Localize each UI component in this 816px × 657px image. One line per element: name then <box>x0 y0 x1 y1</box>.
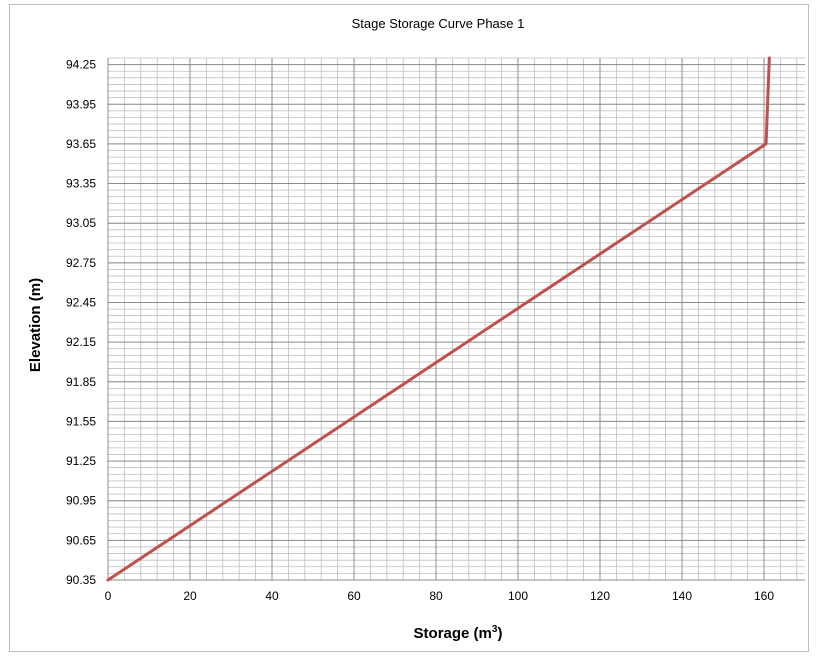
x-tick-label: 120 <box>590 589 610 603</box>
x-tick-label: 0 <box>105 589 112 603</box>
y-tick-label: 93.65 <box>66 137 96 151</box>
y-tick-label: 92.15 <box>66 335 96 349</box>
minor-gridlines <box>107 57 805 581</box>
axes <box>107 58 805 581</box>
x-tick-label: 80 <box>429 589 443 603</box>
x-axis-label-suffix: ) <box>497 625 502 642</box>
y-tick-label: 90.35 <box>66 573 96 587</box>
y-tick-label: 90.65 <box>66 533 96 547</box>
major-gridlines <box>107 58 805 581</box>
x-tick-label: 60 <box>347 589 361 603</box>
y-tick-label: 91.55 <box>66 414 96 428</box>
y-tick-label: 92.75 <box>66 256 96 270</box>
chart-frame <box>9 4 809 652</box>
x-tick-label: 20 <box>183 589 197 603</box>
x-axis-label-superscript: 3 <box>492 624 498 635</box>
y-tick-label: 94.25 <box>66 58 96 72</box>
x-tick-label: 140 <box>672 589 692 603</box>
x-axis-label-text: Storage (m <box>414 625 492 642</box>
y-tick-label: 91.25 <box>66 454 96 468</box>
y-tick-label: 93.35 <box>66 177 96 191</box>
x-tick-label: 160 <box>754 589 774 603</box>
y-tick-label: 90.95 <box>66 494 96 508</box>
y-tick-labels: 90.35 90.65 90.95 91.25 91.55 91.85 92.15 92.45… <box>66 58 96 587</box>
y-tick-label: 91.85 <box>66 375 96 389</box>
x-tick-labels: 0 20 40 60 80 100 120 140 160 <box>105 589 775 603</box>
x-tick-label: 40 <box>265 589 279 603</box>
series-lines <box>106 56 771 582</box>
x-tick-label: 100 <box>508 589 528 603</box>
chart-title: Stage Storage Curve Phase 1 <box>352 16 525 31</box>
y-axis-label: Elevation (m) <box>27 278 44 372</box>
y-tick-label: 92.45 <box>66 295 96 309</box>
x-axis-label: Storage (m3) <box>414 624 503 642</box>
y-tick-label: 93.95 <box>66 97 96 111</box>
series-line <box>106 56 771 582</box>
y-tick-label: 93.05 <box>66 216 96 230</box>
